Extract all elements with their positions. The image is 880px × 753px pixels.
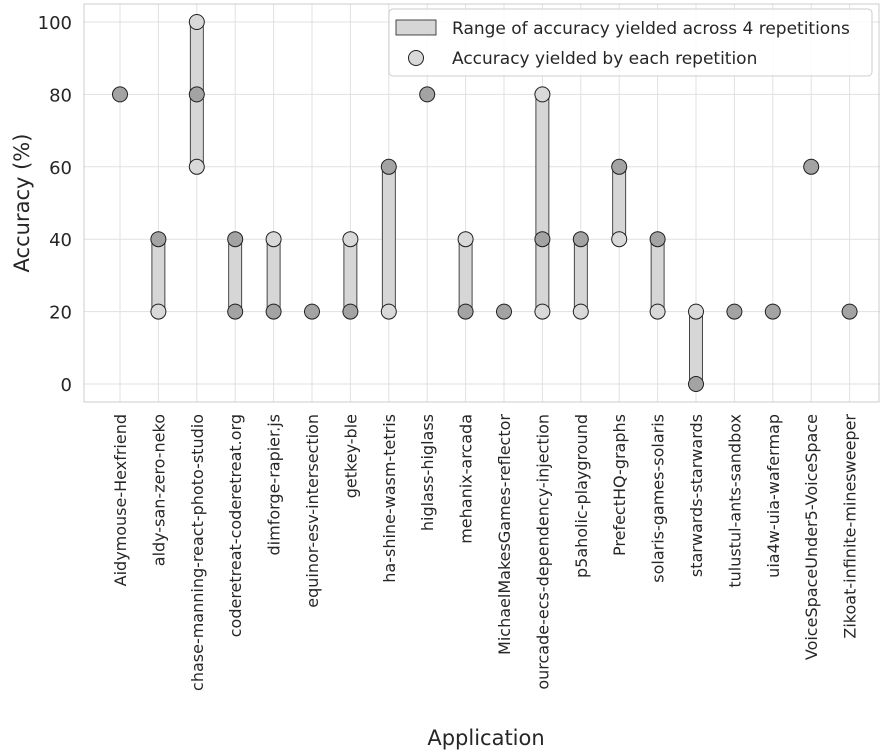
legend-range-label: Range of accuracy yielded across 4 repet… xyxy=(452,19,850,39)
repetition-point xyxy=(342,303,359,320)
range-bar xyxy=(573,238,588,312)
repetition-point xyxy=(764,303,781,320)
legend: Range of accuracy yielded across 4 repet… xyxy=(388,8,873,77)
x-tick-label: Aidymouse-Hexfriend xyxy=(111,414,130,586)
x-tick-label: getkey-ble xyxy=(341,414,360,498)
repetition-point xyxy=(188,158,205,175)
repetition-point xyxy=(572,303,589,320)
repetition-point xyxy=(265,303,282,320)
x-tick-label: aldy-san-zero-neko xyxy=(149,414,168,566)
repetition-points xyxy=(112,14,858,392)
repetition-point xyxy=(496,303,512,320)
legend-frame xyxy=(388,8,873,77)
repetition-point xyxy=(457,231,474,248)
x-tick-label: MichaelMakesGames-reflector xyxy=(495,414,514,655)
repetition-point xyxy=(688,303,704,320)
range-bars xyxy=(151,21,703,385)
range-bar xyxy=(650,238,665,312)
y-axis-label: Accuracy (%) xyxy=(10,134,34,273)
legend-point-swatch xyxy=(408,50,424,66)
repetition-point xyxy=(188,14,205,30)
repetition-point xyxy=(534,86,551,103)
x-tick-label: higlass-higlass xyxy=(418,414,437,531)
x-axis-label: Application xyxy=(427,726,544,750)
x-tick-label: starwards-starwards xyxy=(687,414,706,577)
repetition-point xyxy=(227,303,244,320)
repetition-point xyxy=(534,231,551,248)
x-tick-label: mehanix-arcada xyxy=(457,414,476,544)
repetition-point xyxy=(188,86,205,103)
range-bar xyxy=(612,166,627,240)
y-tick-label: 100 xyxy=(38,13,72,34)
repetition-point xyxy=(611,158,628,175)
range-bar xyxy=(151,238,166,312)
repetition-point xyxy=(150,303,167,320)
range-bar xyxy=(689,311,703,385)
x-tick-label: equinor-esv-intersection xyxy=(303,414,322,608)
repetition-point xyxy=(112,86,128,103)
x-tick-label: p5aholic-playground xyxy=(572,414,591,578)
repetition-point xyxy=(688,376,704,392)
repetition-point xyxy=(534,303,551,320)
axes: 0 20 40 60 80 100 Aidymouse-Hexfriend aldy-san-… xyxy=(38,3,880,691)
repetition-point xyxy=(611,231,628,248)
repetition-point xyxy=(649,231,666,248)
range-bar xyxy=(266,238,281,312)
x-tick-label: VoiceSpaceUnder5-VoiceSpace xyxy=(802,414,821,660)
range-bar xyxy=(381,166,396,313)
x-tick-label: dimforge-rapier.js xyxy=(265,414,284,555)
repetition-point xyxy=(419,86,436,103)
x-tick-label: ha-shine-wasm-tetris xyxy=(380,414,399,583)
repetition-point xyxy=(572,231,589,248)
x-tick-label: coderetreat-coderetreat.org xyxy=(226,414,245,637)
repetition-point xyxy=(265,231,282,248)
y-tick-label: 80 xyxy=(49,85,72,106)
y-tick-label: 20 xyxy=(49,303,72,324)
x-tick-label: chase-manning-react-photo-studio xyxy=(188,414,207,691)
repetition-point xyxy=(380,158,397,175)
range-bar xyxy=(458,238,473,312)
y-tick-label: 40 xyxy=(49,230,72,251)
x-tick-label: Zikoat-infinite-minesweeper xyxy=(841,414,860,639)
y-tick-label: 60 xyxy=(49,158,72,179)
repetition-point xyxy=(227,231,244,248)
range-bar xyxy=(535,94,550,312)
repetition-point xyxy=(457,303,474,320)
repetition-point xyxy=(342,231,359,248)
plot-frame xyxy=(83,3,880,403)
repetition-point xyxy=(726,303,743,320)
legend-range-swatch xyxy=(395,19,437,36)
range-bar xyxy=(343,238,358,312)
x-tick-label: tulustul-ants-sandbox xyxy=(725,414,744,588)
repetition-point xyxy=(380,303,397,320)
x-tick-label: PrefectHQ-graphs xyxy=(610,414,629,556)
repetition-point xyxy=(150,231,167,248)
repetition-point xyxy=(304,303,320,320)
x-tick-label: uia4w-uia-wafermap xyxy=(764,414,783,578)
x-tick-label: ourcade-ecs-dependency-injection xyxy=(533,414,552,690)
range-bar xyxy=(228,238,243,312)
legend-point-label: Accuracy yielded by each repetition xyxy=(452,49,757,69)
x-tick-label: solaris-games-solaris xyxy=(649,414,668,583)
repetition-point xyxy=(803,158,820,175)
repetition-point xyxy=(649,303,666,320)
repetition-point xyxy=(841,303,858,320)
y-tick-label: 0 xyxy=(61,375,72,396)
